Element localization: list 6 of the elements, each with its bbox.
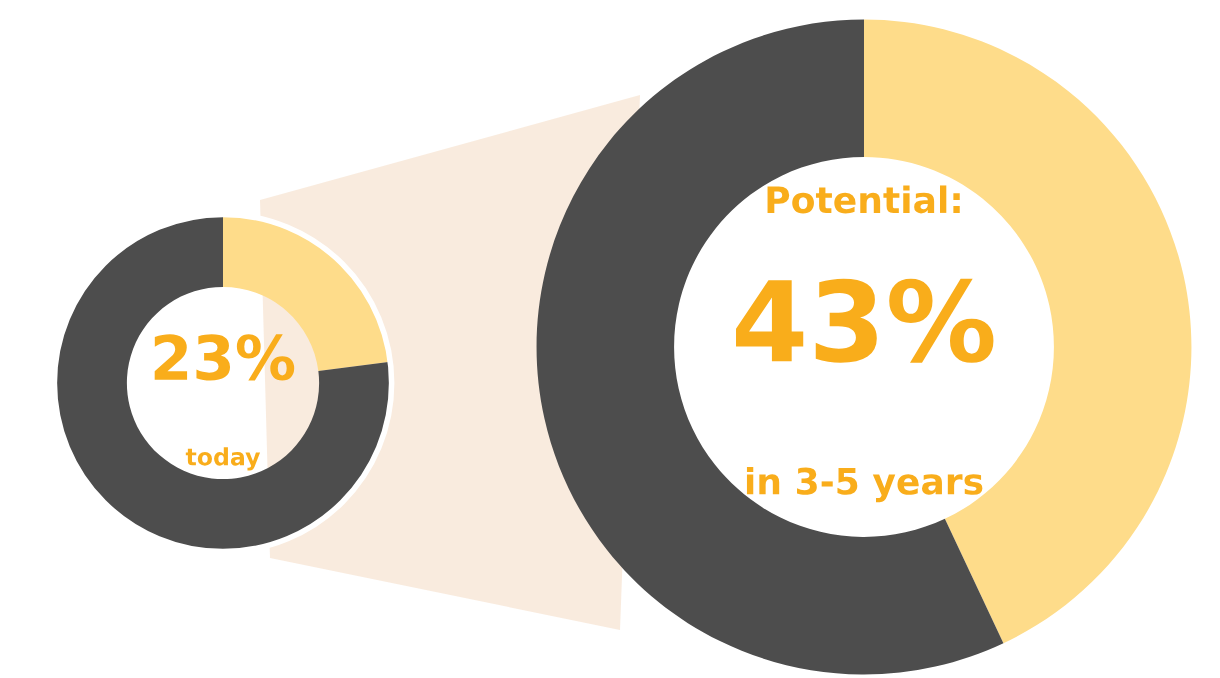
- text: Potential:: [767, 185, 960, 214]
- text: 23%: [154, 334, 295, 381]
- donut-slice: [536, 19, 1004, 675]
- text: today: [185, 447, 261, 471]
- text: 43%: [736, 278, 994, 363]
- text: in 3-5 years: [746, 466, 983, 503]
